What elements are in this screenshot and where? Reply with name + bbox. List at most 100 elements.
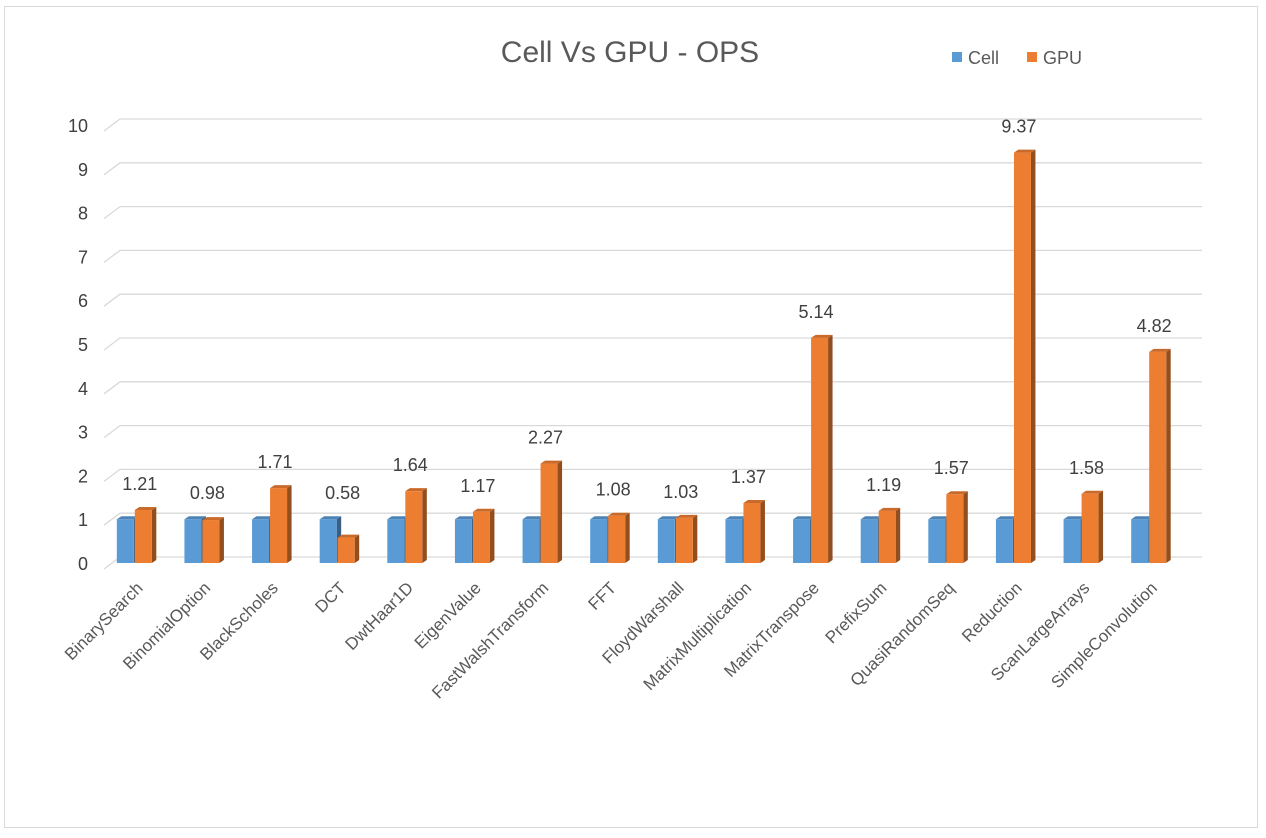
bar-gpu-9-top (743, 499, 765, 503)
data-label-gpu: 9.37 (1001, 117, 1036, 137)
data-label-gpu: 0.98 (190, 483, 225, 503)
bar-gpu-15-front (1149, 351, 1167, 563)
y-tick-label: 8 (78, 204, 88, 224)
bar-gpu-9-front (743, 502, 761, 563)
bar-cell-13-top (995, 516, 1018, 520)
bar-gpu-8 (675, 514, 698, 563)
x-category-label: PrefixSum (822, 578, 891, 647)
bar-gpu-8-front (675, 517, 693, 563)
bar-cell-4-top (387, 516, 409, 520)
bar-gpu-6 (540, 460, 563, 563)
bar-gpu-5-front (472, 511, 490, 563)
bar-gpu-11-side (895, 507, 901, 563)
bar-cell-4-front (387, 519, 405, 563)
gridline (103, 337, 1202, 351)
legend: Cell GPU (952, 48, 1082, 68)
bar-gpu-7-top (608, 512, 630, 516)
bar-gpu-10 (811, 334, 833, 563)
legend-swatch-gpu (1027, 52, 1037, 62)
bar-gpu-10-side (828, 334, 833, 563)
bar-gpu-2 (270, 485, 292, 563)
bar-gpu-4-top (405, 488, 427, 492)
bars (116, 149, 1171, 563)
gridline (103, 205, 1202, 220)
y-tick-label: 0 (78, 554, 88, 574)
bar-gpu-2-front (270, 488, 288, 563)
bar-gpu-10-top (811, 334, 833, 338)
bar-gpu-1-top (202, 517, 224, 521)
bar-cell-2-top (252, 516, 274, 520)
bar-gpu-11-front (878, 510, 896, 563)
bar-cell-5-front (454, 519, 472, 563)
bar-cell-3-front (319, 519, 337, 563)
bar-gpu-7-front (608, 515, 626, 563)
bar-gpu-1-front (202, 520, 220, 563)
bar-cell-14-top (1063, 516, 1086, 520)
bar-gpu-13-front (1013, 152, 1031, 563)
bar-cell-8-front (657, 519, 675, 563)
bar-gpu-15 (1149, 348, 1171, 563)
bar-cell-10-top (793, 516, 815, 520)
data-label-gpu: 1.21 (122, 474, 157, 494)
bar-gpu-11 (878, 507, 901, 563)
bar-gpu-0-side (151, 507, 157, 563)
bar-cell-11-front (860, 519, 878, 563)
y-tick-label: 5 (78, 335, 88, 355)
bar-gpu-2-side (287, 485, 292, 563)
bar-gpu-6-side (557, 460, 563, 563)
bar-gpu-0-front (134, 510, 152, 563)
bar-cell-7-front (590, 519, 608, 563)
bar-gpu-14-side (1098, 490, 1104, 563)
bar-cell-15-front (1131, 519, 1149, 563)
data-label-gpu: 1.37 (731, 467, 766, 487)
bar-gpu-10-front (811, 337, 829, 563)
bar-gpu-9 (743, 499, 765, 563)
y-tick-label: 10 (68, 116, 88, 136)
bar-cell-0-front (116, 519, 134, 563)
bar-cell-14-front (1063, 519, 1081, 563)
bar-cell-1-top (184, 516, 206, 520)
y-tick-label: 6 (78, 291, 88, 311)
bar-cell-8-top (657, 516, 680, 520)
y-tick-label: 7 (78, 247, 88, 267)
bar-gpu-6-top (540, 460, 563, 464)
bar-cell-9-front (725, 519, 743, 563)
bar-cell-11-top (860, 516, 883, 520)
y-tick-label: 1 (78, 510, 88, 530)
bar-cell-6-front (522, 519, 540, 563)
gridline (103, 468, 1202, 482)
data-label-gpu: 1.03 (663, 482, 698, 502)
bar-gpu-15-side (1166, 348, 1171, 563)
bar-cell-10-front (793, 519, 811, 563)
data-label-gpu: 1.58 (1069, 458, 1104, 478)
y-tick-label: 2 (78, 466, 88, 486)
bar-gpu-7 (608, 512, 630, 563)
bar-gpu-12 (946, 491, 968, 563)
data-label-gpu: 1.17 (460, 476, 495, 496)
data-label-gpu: 2.27 (528, 428, 563, 448)
bar-gpu-5-side (489, 508, 495, 563)
bar-cell-1-front (184, 519, 202, 563)
legend-label-cell: Cell (968, 48, 999, 68)
bar-gpu-8-side (692, 514, 698, 563)
x-category-label: FFT (585, 578, 620, 613)
bar-gpu-0 (134, 507, 157, 563)
bar-gpu-6-front (540, 463, 558, 563)
bar-cell-2-front (252, 519, 270, 563)
data-labels: 1.21 0.98 1.71 0.58 1.64 1.17 2.27 1.08 1.03 1.37… (122, 117, 1171, 504)
gridlines (103, 118, 1202, 570)
bar-gpu-11-top (878, 507, 901, 511)
bar-gpu-12-front (946, 494, 964, 563)
legend-swatch-cell (952, 52, 962, 62)
data-label-gpu: 5.14 (799, 302, 834, 322)
x-category-label: EigenValue (411, 578, 485, 652)
gridline (103, 162, 1202, 176)
bar-cell-3-top (319, 516, 342, 520)
data-label-gpu: 4.82 (1137, 316, 1172, 336)
x-category-label: FastWalshTransform (428, 578, 552, 702)
bar-gpu-14 (1081, 490, 1104, 563)
x-category-label: DwtHaar1D (342, 578, 418, 654)
gridline (103, 293, 1202, 307)
bar-gpu-3-front (337, 537, 355, 563)
